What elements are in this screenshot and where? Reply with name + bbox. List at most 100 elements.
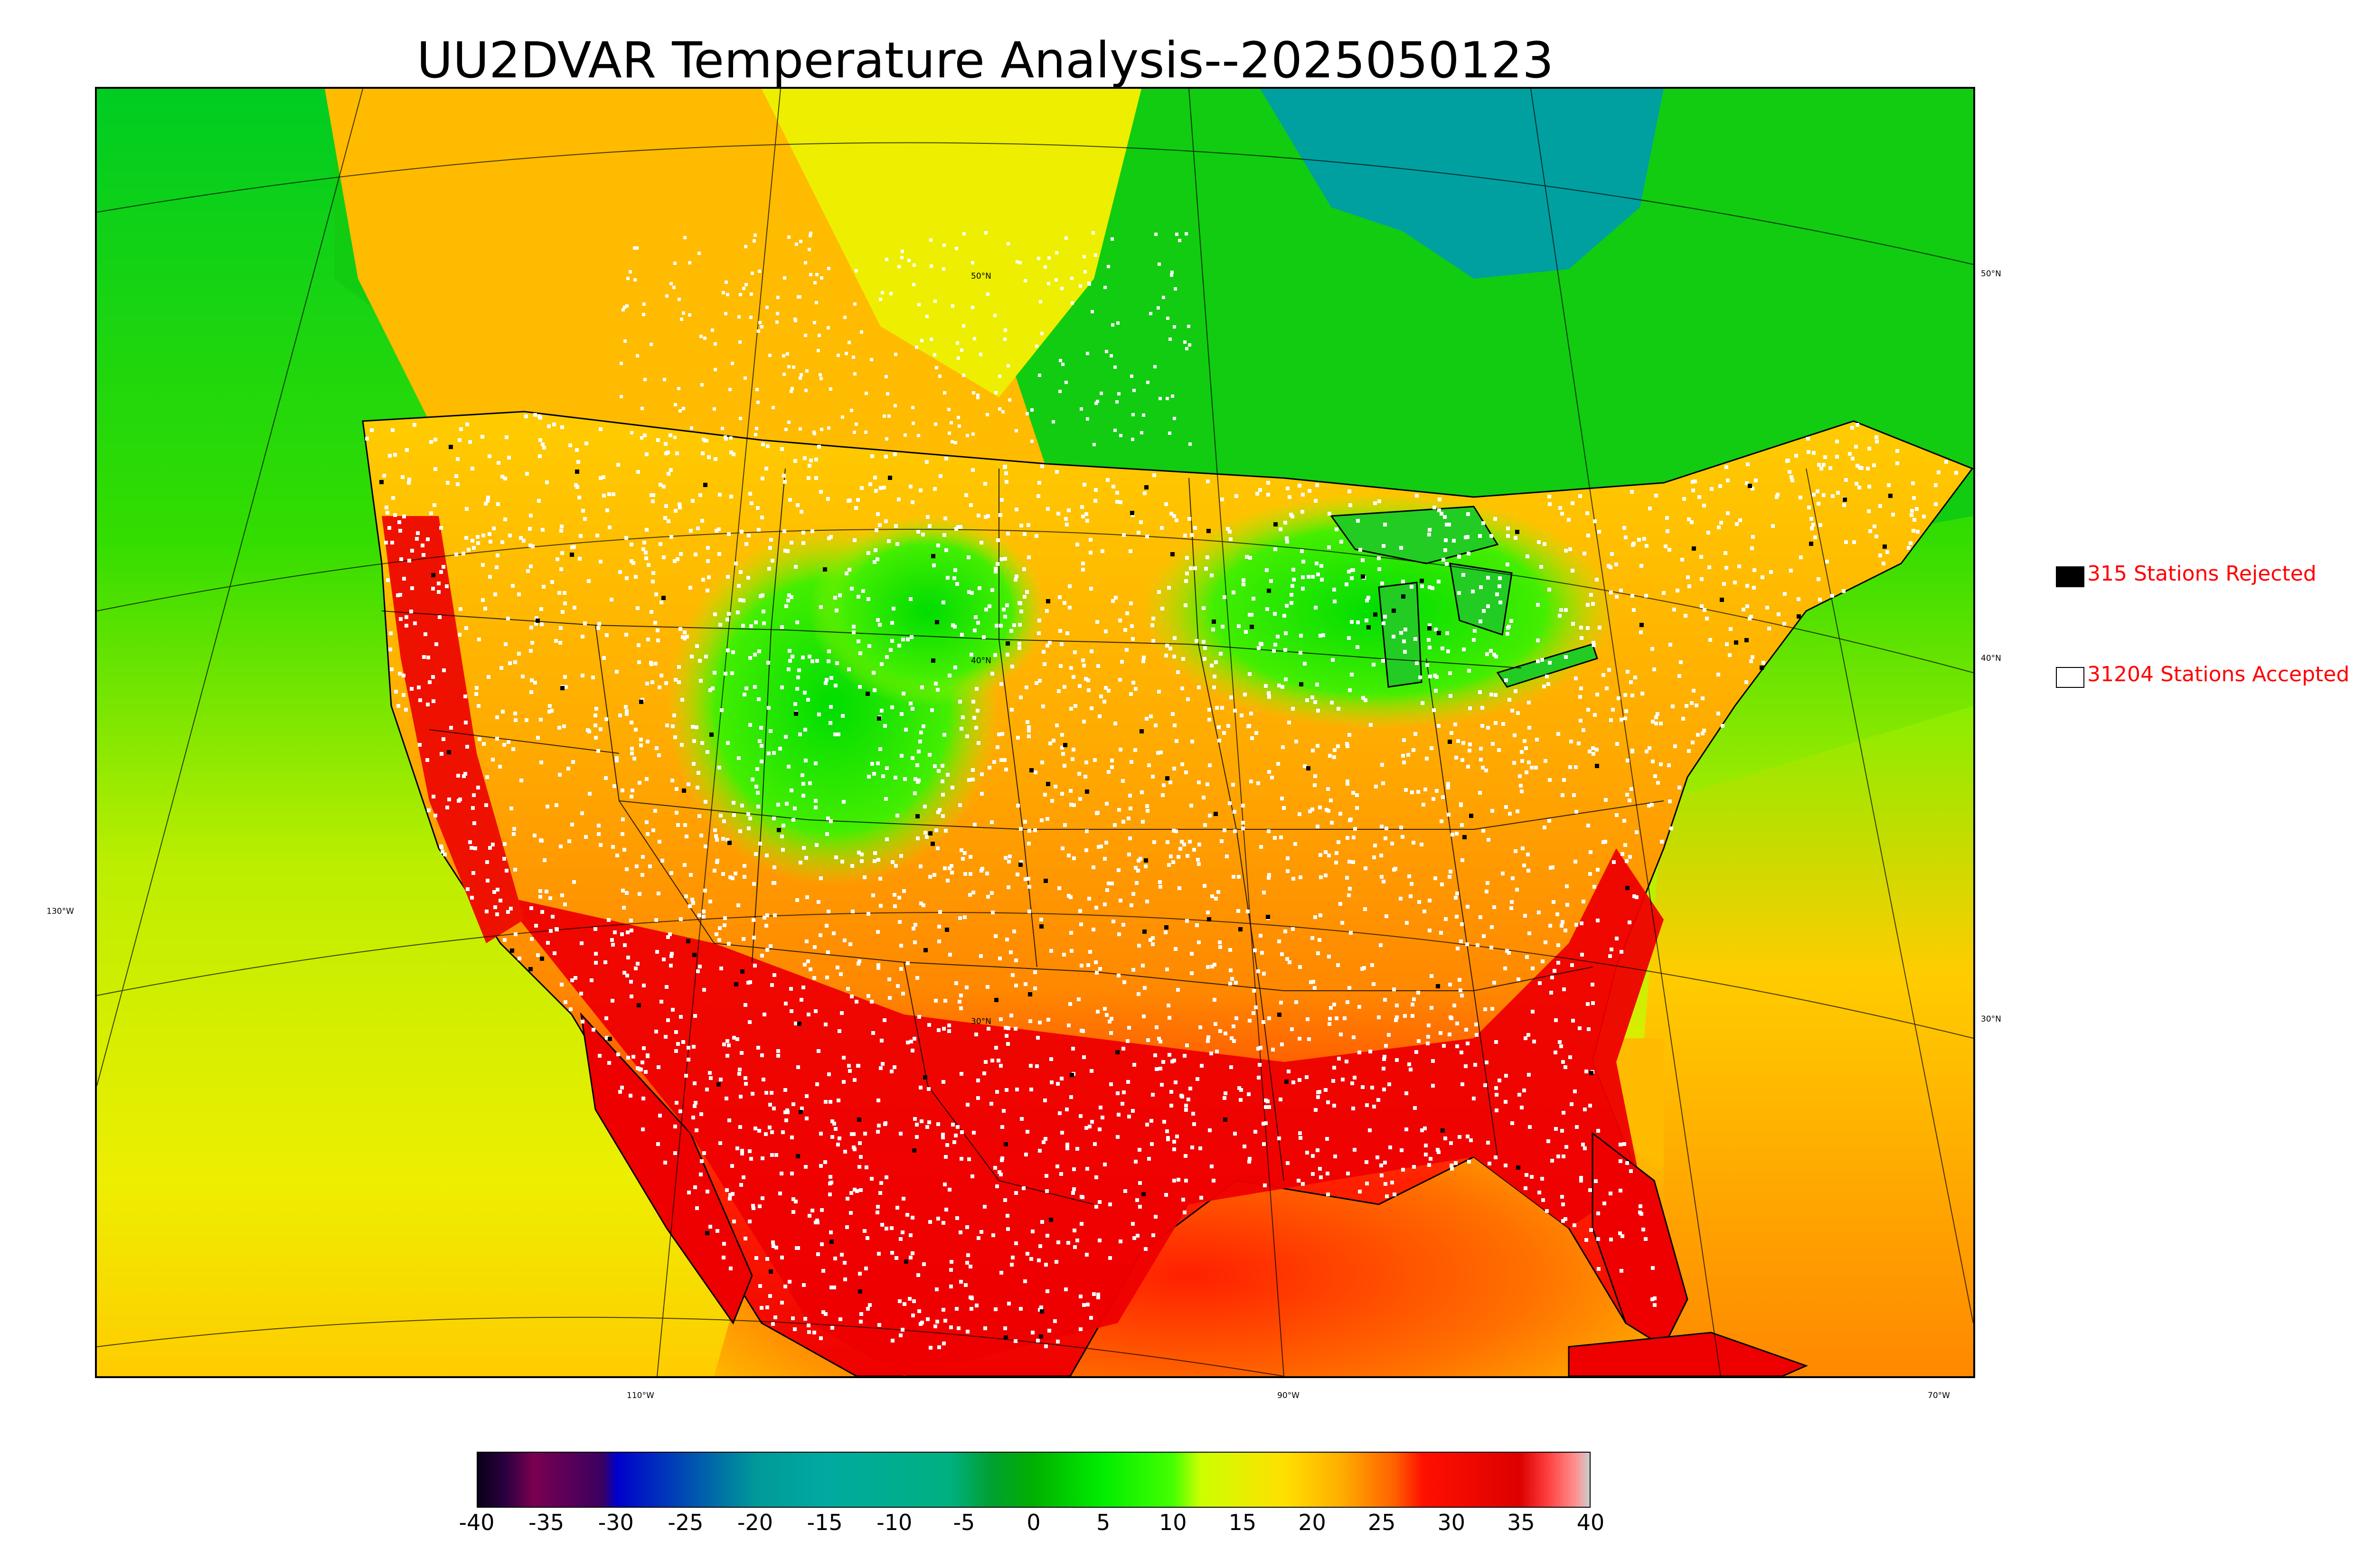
station-accepted [1486, 576, 1490, 580]
station-accepted [1525, 1173, 1528, 1177]
station-accepted [1351, 791, 1355, 795]
station-accepted [1564, 608, 1568, 612]
station-rejected [1797, 614, 1801, 619]
station-accepted [1065, 631, 1069, 635]
station-accepted [1018, 623, 1022, 627]
station-accepted [973, 629, 977, 632]
station-accepted [1082, 720, 1086, 723]
station-accepted [703, 889, 707, 892]
station-accepted [1339, 540, 1343, 544]
station-accepted [961, 715, 965, 719]
station-accepted [1650, 1297, 1654, 1301]
station-accepted [1027, 885, 1031, 889]
station-accepted [548, 896, 552, 900]
station-accepted [727, 1043, 731, 1047]
station-accepted [697, 913, 701, 917]
station-accepted [1321, 633, 1325, 637]
station-accepted [749, 1157, 753, 1161]
station-accepted [1237, 624, 1241, 628]
station-accepted [1142, 413, 1145, 417]
station-accepted [906, 638, 910, 641]
station-accepted [1105, 888, 1109, 892]
station-accepted [1169, 512, 1173, 516]
station-accepted [778, 1192, 782, 1195]
station-accepted [1346, 779, 1349, 783]
station-accepted [960, 848, 963, 852]
station-rejected [1427, 626, 1432, 630]
station-accepted [1254, 731, 1258, 735]
station-accepted [860, 853, 864, 856]
station-accepted [1318, 1167, 1322, 1171]
station-accepted [1256, 969, 1260, 973]
station-accepted [878, 877, 882, 881]
station-accepted [1111, 237, 1114, 241]
station-accepted [1286, 856, 1290, 860]
station-accepted [1042, 650, 1046, 654]
station-accepted [1306, 1017, 1309, 1021]
station-accepted [991, 911, 995, 914]
station-accepted [743, 864, 746, 868]
station-accepted [892, 607, 895, 610]
station-accepted [1173, 636, 1177, 640]
station-accepted [1537, 911, 1541, 914]
station-accepted [1459, 803, 1463, 807]
station-accepted [1632, 542, 1636, 545]
station-accepted [1180, 840, 1184, 844]
station-accepted [556, 557, 559, 561]
station-accepted [1207, 718, 1211, 722]
station-accepted [625, 974, 629, 977]
station-accepted [456, 482, 460, 486]
station-accepted [1677, 674, 1681, 678]
station-accepted [1818, 523, 1822, 527]
station-accepted [912, 422, 915, 425]
station-accepted [1326, 1192, 1330, 1196]
station-accepted [1233, 1132, 1237, 1136]
station-accepted [513, 660, 517, 664]
station-accepted [947, 1023, 951, 1027]
station-rejected [1692, 546, 1696, 551]
station-accepted [564, 685, 568, 689]
station-accepted [1656, 781, 1660, 785]
station-accepted [725, 1097, 728, 1100]
station-accepted [805, 1117, 809, 1120]
station-accepted [1684, 614, 1687, 618]
station-accepted [643, 378, 647, 381]
station-accepted [1365, 619, 1368, 622]
station-accepted [511, 584, 515, 588]
station-accepted [1287, 721, 1291, 724]
temperature-map[interactable] [95, 87, 1975, 1378]
station-accepted [1002, 608, 1006, 611]
station-accepted [976, 1096, 980, 1100]
station-accepted [421, 544, 424, 547]
station-accepted [1537, 540, 1541, 544]
station-accepted [978, 586, 981, 590]
station-accepted [1005, 938, 1009, 941]
station-accepted [944, 1155, 948, 1159]
station-accepted [899, 1132, 903, 1136]
station-accepted [1003, 465, 1007, 469]
station-accepted [998, 957, 1002, 960]
station-accepted [1086, 352, 1089, 355]
station-accepted [548, 704, 552, 708]
station-accepted [1080, 407, 1083, 411]
rejected-label: 315 Stations Rejected [2087, 562, 2317, 586]
station-accepted [1188, 1087, 1192, 1090]
station-rejected [734, 982, 738, 986]
station-accepted [1403, 650, 1407, 654]
station-accepted [594, 961, 598, 965]
station-accepted [859, 1320, 863, 1324]
station-accepted [1556, 961, 1560, 965]
station-accepted [1570, 963, 1574, 967]
station-accepted [579, 534, 583, 538]
map-canvas [97, 89, 1973, 1376]
station-rejected [1462, 835, 1467, 839]
station-accepted [1173, 723, 1177, 727]
station-accepted [983, 482, 987, 486]
station-rejected [1267, 589, 1271, 593]
station-accepted [620, 932, 624, 936]
station-accepted [880, 1223, 884, 1227]
station-accepted [972, 391, 975, 394]
station-accepted [538, 895, 542, 899]
station-accepted [1423, 1127, 1427, 1130]
station-accepted [1812, 451, 1816, 455]
